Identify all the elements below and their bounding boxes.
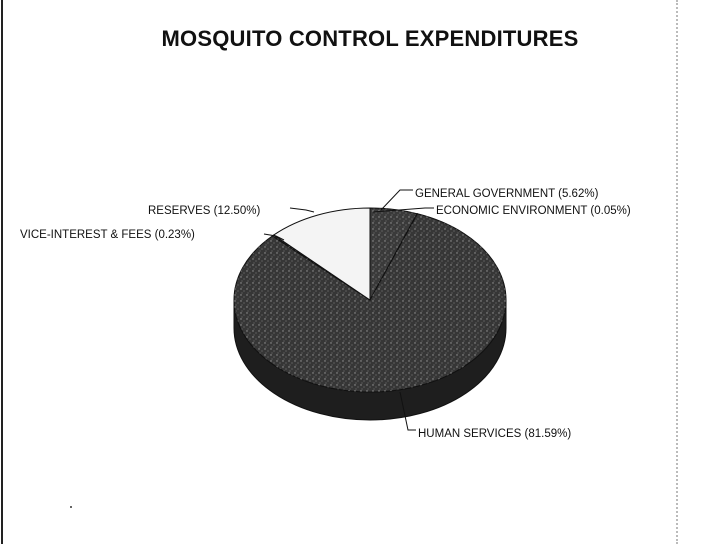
pie-slice-texture-2 (234, 213, 507, 392)
right-border (676, 0, 678, 544)
leader-line-3 (263, 233, 285, 241)
pie-slice-texture-0 (370, 208, 418, 300)
leader-line-1 (372, 207, 434, 213)
slice-label-1: ECONOMIC ENVIRONMENT (0.05%) (436, 205, 631, 217)
leader-line-0 (380, 189, 413, 211)
slice-label-2: HUMAN SERVICES (81.59%) (418, 428, 571, 440)
leader-line-4 (289, 207, 315, 213)
chart-title: MOSQUITO CONTROL EXPENDITURES (161, 26, 579, 51)
leader-line-2 (399, 391, 416, 431)
slice-label-4: RESERVES (12.50%) (148, 205, 260, 217)
slice-label-0: GENERAL GOVERNMENT (5.62%) (415, 188, 599, 200)
pie-slice-4 (272, 207, 371, 301)
left-border (1, 0, 3, 544)
scan-speck (70, 506, 72, 508)
slice-label-3: VICE-INTEREST & FEES (0.23%) (20, 229, 195, 241)
